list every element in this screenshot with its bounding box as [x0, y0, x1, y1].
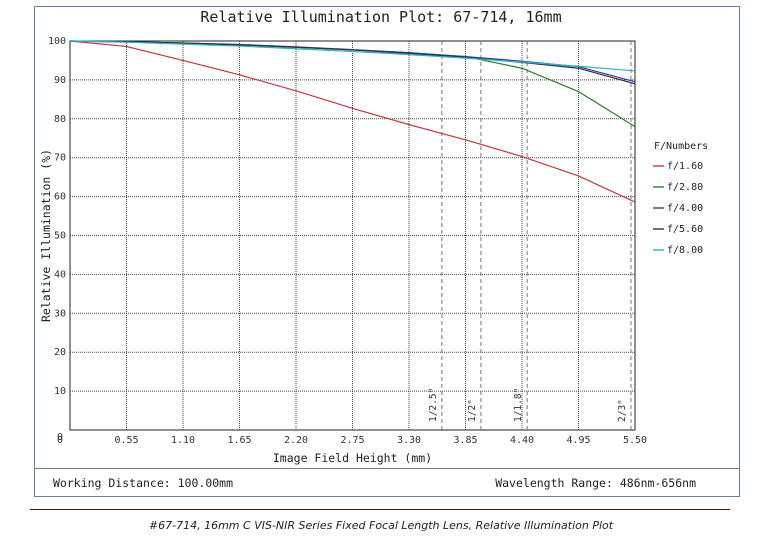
- y-tick-label: 90: [54, 75, 66, 86]
- y-tick-label: 10: [54, 386, 66, 397]
- x-tick-label: 2.20: [284, 435, 308, 446]
- x-tick-label: 4.40: [510, 435, 534, 446]
- x-tick-label: 3.85: [453, 435, 477, 446]
- legend-title: F/Numbers: [654, 141, 708, 152]
- y-tick-label: 60: [54, 192, 66, 203]
- working-distance-text: Working Distance: 100.00mm: [53, 476, 234, 490]
- y-tick-label: 80: [54, 114, 66, 125]
- sensor-marker-label: 1/2.5": [428, 388, 439, 422]
- sensor-marker-label: 2/3": [617, 399, 628, 422]
- x-tick-label: 3.30: [397, 435, 421, 446]
- x-tick-label: 5.50: [623, 435, 647, 446]
- legend-entry: f/2.80: [667, 182, 703, 193]
- footer-box: [34, 468, 740, 497]
- caption-divider: [30, 509, 730, 510]
- chart-frame: [34, 6, 740, 497]
- series-line-f160: [69, 40, 636, 203]
- x-tick-label: 0: [57, 435, 63, 446]
- y-tick-label: 70: [54, 153, 66, 164]
- figure-caption: #67-714, 16mm C VIS-NIR Series Fixed Foc…: [148, 519, 614, 532]
- x-tick-label: 0.55: [114, 435, 138, 446]
- y-tick-label: 20: [54, 347, 66, 358]
- x-tick-label: 1.65: [227, 435, 251, 446]
- legend-entry: f/1.60: [667, 161, 703, 172]
- sensor-marker-label: 1/1.8": [513, 388, 524, 422]
- x-tick-label: 4.95: [566, 435, 590, 446]
- legend-entry: f/5.60: [667, 224, 703, 235]
- legend-entry: f/8.00: [667, 245, 703, 256]
- sensor-marker-label: 1/2": [467, 399, 478, 422]
- y-zero-label: 0: [57, 432, 63, 443]
- y-tick-label: 100: [48, 36, 66, 47]
- legend-entry: f/4.00: [667, 203, 703, 214]
- x-axis-label: Image Field Height (mm): [273, 451, 432, 465]
- x-tick-label: 1.10: [171, 435, 195, 446]
- y-tick-label: 40: [54, 269, 66, 280]
- y-tick-label: 50: [54, 231, 66, 242]
- chart-title: Relative Illumination Plot: 67-714, 16mm: [200, 8, 562, 26]
- y-axis-label: Relative Illumination (%): [39, 149, 53, 322]
- series-line-f560: [69, 40, 636, 85]
- wavelength-range-text: Wavelength Range: 486nm-656nm: [495, 476, 696, 490]
- x-tick-label: 2.75: [340, 435, 364, 446]
- y-tick-label: 30: [54, 308, 66, 319]
- series-line-f800: [69, 40, 636, 72]
